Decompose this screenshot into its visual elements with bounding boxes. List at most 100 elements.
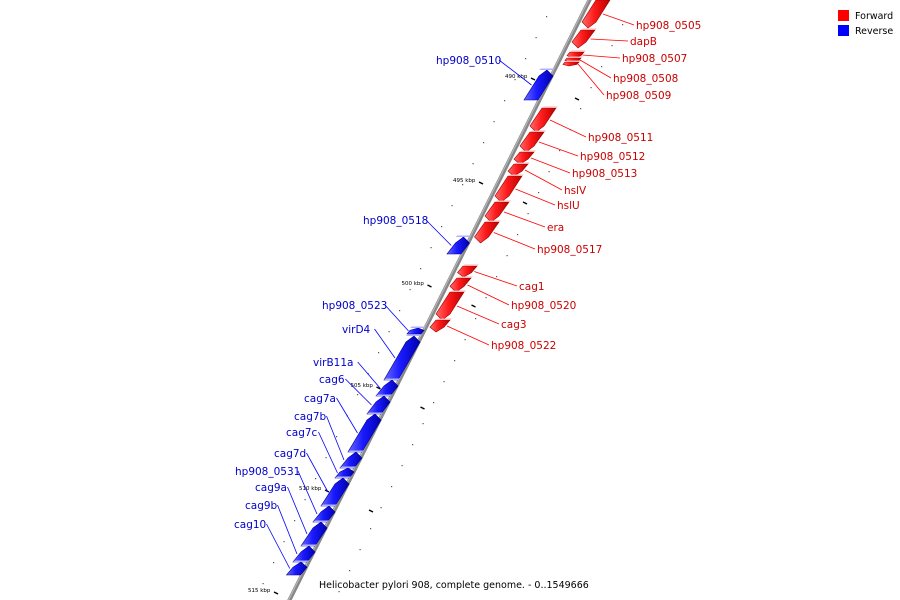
minor-tick	[294, 520, 296, 522]
leader-line	[498, 59, 532, 86]
tick-label: 500 kbp	[402, 281, 425, 287]
gene-hp908_0517[interactable]	[474, 220, 502, 244]
minor-tick	[370, 528, 372, 530]
gene-label-hp908_0507[interactable]: hp908_0507	[622, 53, 687, 65]
gene-label-hp908_0520[interactable]: hp908_0520	[511, 300, 576, 312]
gene-hp908_0518[interactable]	[446, 235, 472, 255]
leader-line	[493, 232, 536, 250]
tick-label: 490 kbp	[505, 74, 528, 80]
gene-shape	[366, 395, 391, 415]
gene-shape	[383, 335, 421, 381]
gene-label-era[interactable]: era	[547, 222, 564, 234]
gene-hp908_0523[interactable]	[406, 326, 426, 335]
gene-hslV[interactable]	[507, 162, 530, 177]
gene-cap	[301, 544, 317, 546]
minor-tick	[485, 297, 487, 299]
gene-hp908_0511[interactable]	[529, 106, 558, 133]
minor-tick	[601, 66, 603, 68]
genes-layer	[285, 0, 612, 576]
minor-tick	[493, 121, 495, 123]
gene-hp908_0509[interactable]	[562, 60, 581, 67]
gene-cap	[436, 318, 452, 320]
gene-hp908_0512[interactable]	[519, 130, 546, 153]
gene-label-hp908_0517[interactable]: hp908_0517	[537, 244, 602, 256]
gene-cag1[interactable]	[457, 264, 480, 278]
minor-tick	[380, 507, 382, 509]
gene-label-cag7a[interactable]: cag7a	[304, 393, 336, 405]
gene-label-hp908_0508[interactable]: hp908_0508	[613, 73, 678, 85]
tick-mark-right	[420, 406, 425, 410]
gene-cag3[interactable]	[435, 290, 466, 321]
gene-cag7d[interactable]	[320, 476, 351, 507]
gene-hp908_0513[interactable]	[513, 150, 536, 165]
gene-shape	[285, 561, 308, 576]
minor-tick	[548, 171, 550, 173]
tick-mark-right	[522, 201, 528, 205]
gene-label-hslU[interactable]: hslU	[557, 200, 580, 212]
gene-label-hp908_0518[interactable]: hp908_0518	[363, 215, 428, 227]
gene-label-virB11a[interactable]: virB11a	[313, 357, 353, 369]
leader-line	[425, 219, 452, 246]
gene-label-virD4[interactable]: virD4	[342, 324, 371, 336]
gene-label-hslV[interactable]: hslV	[564, 185, 587, 197]
legend-swatch-reverse	[838, 25, 849, 36]
gene-hp908_0520[interactable]	[449, 276, 473, 293]
gene-label-cag1[interactable]: cag1	[519, 281, 545, 293]
minor-tick	[525, 58, 527, 60]
gene-label-cag7b[interactable]: cag7b	[294, 411, 327, 423]
gene-cap	[321, 504, 337, 506]
gene-hp908_0505[interactable]	[581, 0, 612, 29]
gene-label-cag6[interactable]: cag6	[319, 374, 345, 386]
gene-cap	[495, 200, 511, 202]
leader-line	[446, 325, 490, 346]
gene-label-hp908_0531[interactable]: hp908_0531	[235, 466, 300, 478]
gene-label-hp908_0511[interactable]: hp908_0511	[588, 132, 653, 144]
gene-hslU[interactable]	[494, 174, 524, 203]
gene-cap	[463, 264, 479, 266]
minor-tick	[430, 247, 432, 249]
gene-virB11a[interactable]	[375, 378, 400, 397]
gene-cap	[565, 60, 581, 62]
gene-label-hp908_0505[interactable]: hp908_0505	[636, 20, 701, 32]
gene-cap	[348, 450, 364, 452]
gene-cap	[340, 466, 356, 468]
gene-cap	[406, 334, 422, 336]
gene-shape	[562, 61, 580, 67]
gene-cap	[367, 412, 383, 414]
minor-tick	[580, 108, 582, 110]
gene-cag10[interactable]	[285, 560, 310, 576]
leader-line	[357, 361, 381, 389]
leader-line	[538, 141, 579, 157]
gene-label-cag7c[interactable]: cag7c	[286, 427, 318, 439]
gene-hp908_0510[interactable]	[523, 68, 555, 101]
gene-label-cag9a[interactable]: cag9a	[255, 482, 287, 494]
gene-label-cag9b[interactable]: cag9b	[245, 500, 278, 512]
tick-label: 510 kbp	[299, 486, 322, 492]
gene-dapB[interactable]	[571, 28, 597, 49]
gene-cap	[485, 220, 501, 222]
gene-label-hp908_0509[interactable]: hp908_0509	[606, 90, 671, 102]
gene-cag7a[interactable]	[347, 412, 383, 453]
minor-tick	[433, 402, 435, 404]
gene-label-hp908_0512[interactable]: hp908_0512	[580, 151, 645, 163]
gene-label-dapB[interactable]: dapB	[630, 36, 657, 48]
gene-label-hp908_0522[interactable]: hp908_0522	[491, 340, 556, 352]
gene-hp908_0522[interactable]	[429, 318, 452, 333]
gene-label-cag3[interactable]: cag3	[501, 319, 527, 331]
tick-mark	[530, 77, 536, 81]
legend-swatch-forward	[838, 10, 849, 21]
gene-label-hp908_0513[interactable]: hp908_0513	[572, 168, 637, 180]
leader-line	[582, 54, 621, 59]
gene-label-cag10[interactable]: cag10	[234, 519, 266, 531]
gene-era[interactable]	[484, 200, 511, 223]
gene-cap	[570, 50, 586, 52]
gene-label-cag7d[interactable]: cag7d	[274, 448, 306, 460]
leader-line	[590, 38, 629, 42]
gene-label-hp908_0510[interactable]: hp908_0510	[436, 55, 501, 67]
minor-tick	[496, 276, 498, 278]
minor-tick	[283, 541, 285, 543]
minor-tick	[590, 87, 592, 89]
gene-label-hp908_0523[interactable]: hp908_0523	[322, 300, 387, 312]
genome-backbone	[287, 0, 592, 600]
minor-tick	[391, 486, 393, 488]
